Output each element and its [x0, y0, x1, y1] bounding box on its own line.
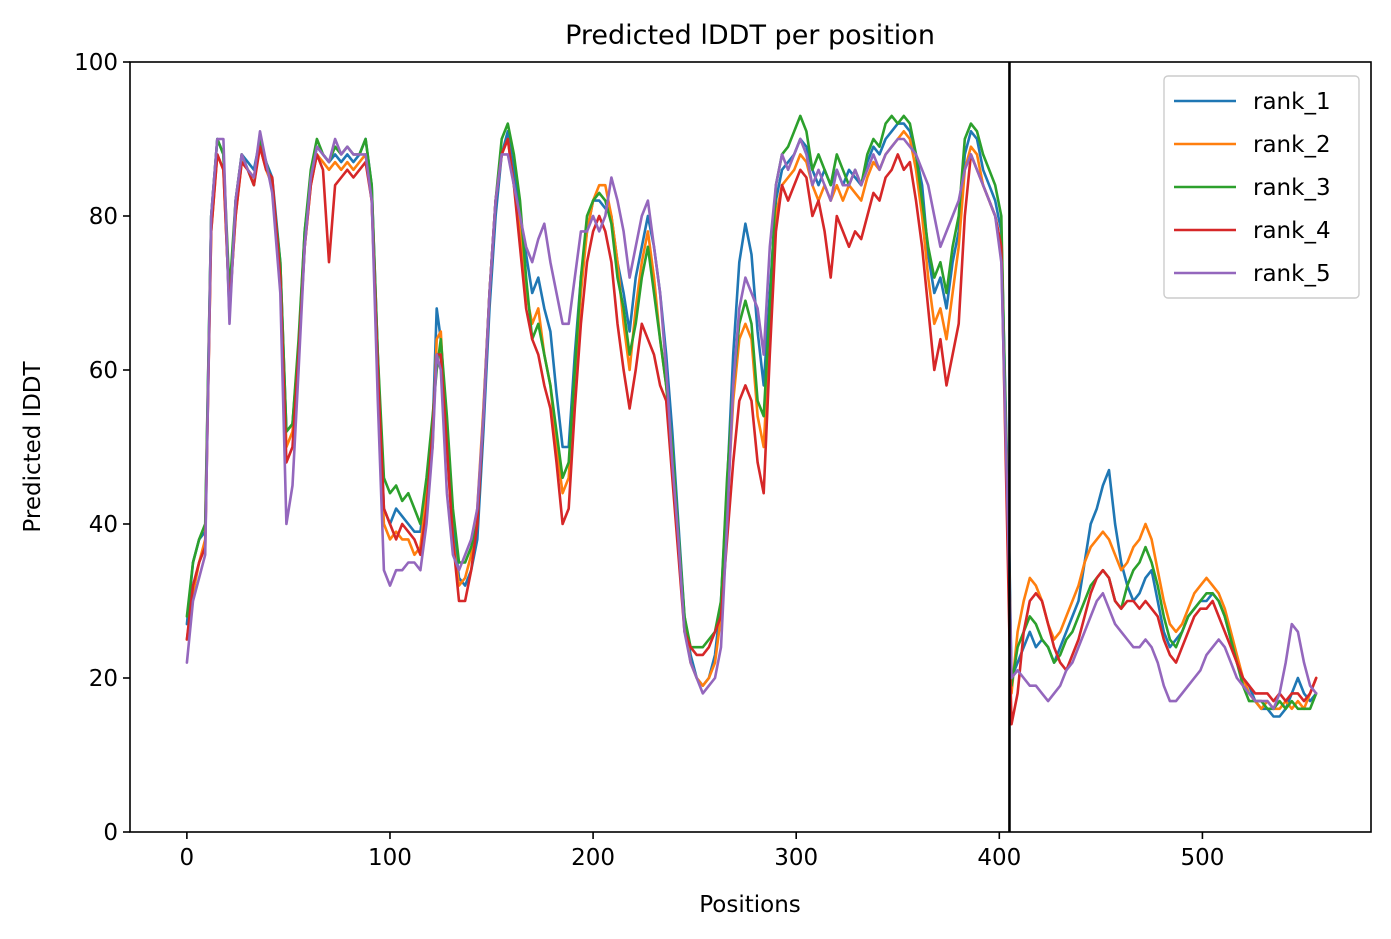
legend-label-rank-4: rank_4	[1253, 218, 1331, 244]
y-tick-label: 40	[89, 512, 118, 538]
legend-label-rank-5: rank_5	[1253, 261, 1331, 287]
x-tick-label: 300	[774, 845, 818, 871]
x-axis: 0 100 200 300 400 500	[180, 832, 1224, 871]
y-tick-label: 0	[103, 820, 118, 846]
y-tick-label: 80	[89, 204, 118, 230]
legend: rank_1 rank_2 rank_3 rank_4 rank_5	[1163, 75, 1360, 299]
legend-label-rank-1: rank_1	[1253, 89, 1331, 115]
x-tick-label: 0	[180, 845, 195, 871]
x-axis-label: Positions	[699, 892, 801, 918]
y-axis-label: Predicted lDDT	[20, 360, 46, 532]
y-tick-label: 100	[74, 50, 118, 76]
x-tick-label: 200	[571, 845, 615, 871]
y-tick-label: 60	[89, 358, 118, 384]
x-tick-label: 100	[368, 845, 412, 871]
legend-frame	[1163, 75, 1360, 299]
plot-area-frame	[129, 61, 1372, 833]
series-line-rank-5	[185, 130, 1318, 711]
x-tick-label: 500	[1180, 845, 1224, 871]
y-tick-label: 20	[89, 666, 118, 692]
x-tick-label: 400	[977, 845, 1021, 871]
chart-title: Predicted lDDT per position	[565, 20, 935, 51]
legend-label-rank-3: rank_3	[1253, 175, 1331, 201]
series-layer	[185, 114, 1318, 726]
legend-label-rank-2: rank_2	[1253, 132, 1331, 158]
y-axis: 0 20 40 60 80 100	[74, 50, 130, 846]
